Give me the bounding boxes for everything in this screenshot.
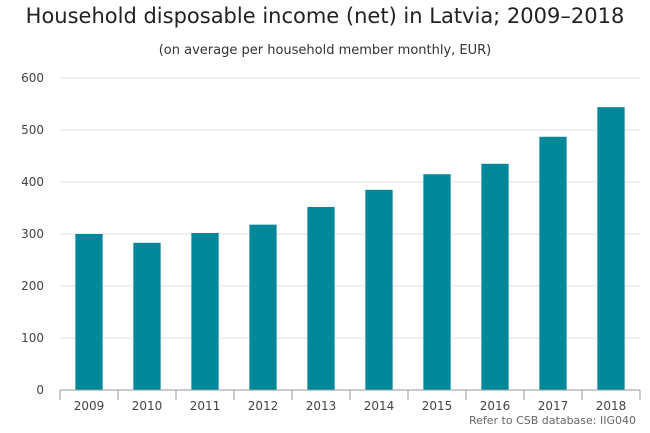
x-tick-label: 2012	[248, 399, 279, 413]
x-tick-label: 2018	[596, 399, 627, 413]
bar	[191, 232, 219, 390]
bar	[133, 242, 161, 390]
bar	[75, 234, 103, 390]
y-tick-label: 200	[21, 279, 44, 293]
x-tick-label: 2017	[538, 399, 569, 413]
y-tick-label: 100	[21, 331, 44, 345]
x-tick-label: 2010	[132, 399, 163, 413]
x-tick-label: 2013	[306, 399, 337, 413]
chart-subtitle: (on average per household member monthly…	[158, 43, 492, 58]
bar	[307, 206, 335, 390]
bar	[423, 174, 451, 390]
y-tick-label: 0	[36, 383, 44, 397]
x-tick-label: 2009	[74, 399, 105, 413]
bar	[249, 224, 277, 390]
x-tick-label: 2016	[480, 399, 511, 413]
y-tick-label: 600	[21, 71, 44, 85]
bar	[597, 107, 625, 391]
source-note: Refer to CSB database: IIG040	[468, 414, 636, 427]
bar	[365, 189, 393, 390]
x-tick-label: 2014	[364, 399, 395, 413]
x-tick-label: 2011	[190, 399, 221, 413]
chart-title: Household disposable income (net) in Lat…	[25, 4, 625, 28]
y-tick-label: 500	[21, 123, 44, 137]
bar	[481, 163, 509, 390]
y-tick-label: 300	[21, 227, 44, 241]
bar	[539, 136, 567, 390]
x-tick-label: 2015	[422, 399, 453, 413]
y-tick-label: 400	[21, 175, 44, 189]
